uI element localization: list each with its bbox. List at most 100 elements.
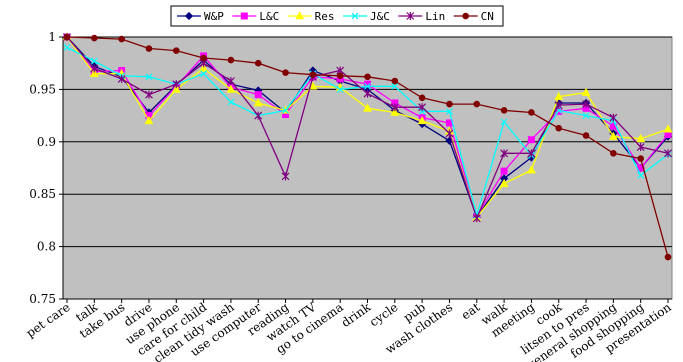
data-point [555,124,563,132]
data-point [391,77,399,85]
data-point [473,100,481,108]
data-point [462,12,469,20]
data-point [500,167,508,175]
data-point [281,172,290,181]
data-point [295,11,305,20]
data-point [664,149,672,158]
data-point [90,64,99,73]
data-point [391,82,399,90]
data-point [554,101,563,110]
data-point [89,68,99,77]
legend-label: Res [315,10,335,23]
data-point [500,149,509,158]
data-point [309,71,317,79]
data-point [254,111,263,120]
legend-label: J&C [370,10,390,23]
data-point [500,107,508,114]
data-point [184,11,194,21]
y-tick-label: 0.8 [37,240,56,254]
series-cn [63,33,672,261]
data-point [117,74,126,83]
data-point [526,165,536,174]
data-point [254,59,262,67]
data-point [445,129,454,138]
data-point [664,253,672,261]
data-point [91,34,98,42]
data-point [499,178,509,188]
data-point [336,85,344,93]
y-tick-label: 0.75 [29,292,56,306]
data-point [363,103,372,112]
data-point [418,103,427,112]
data-point [582,112,590,120]
data-point [145,90,153,99]
y-tick-label: 0.95 [29,82,56,96]
data-point [145,73,153,81]
series-lines [62,32,673,261]
legend-item: Res [287,10,335,23]
data-point [446,107,453,115]
data-point [227,98,235,106]
data-point [199,63,209,72]
data-point [171,84,181,93]
data-point [390,103,399,112]
legend-item: J&C [343,10,390,23]
data-point [610,150,617,157]
data-point [144,115,154,125]
data-point [364,73,371,81]
data-point [527,136,535,144]
data-point [336,72,344,80]
y-tick-label: 1 [48,30,56,44]
data-point [282,106,289,114]
data-point [145,45,153,52]
data-point [527,149,536,158]
data-point [200,70,208,78]
legend-label: W&P [204,10,224,23]
data-point [582,132,590,139]
legend-box [170,5,504,27]
data-point [554,91,564,101]
data-point [609,113,618,122]
legend-item: L&C [232,10,279,23]
data-point [364,80,371,88]
legend-label: L&C [259,10,279,23]
data-point [254,91,262,99]
data-point [364,82,371,90]
y-axis-tick-labels: 0.75 0.8 0.85 0.9 0.95 1 [29,30,63,306]
data-point [472,214,481,223]
data-point [582,100,590,109]
data-point [227,56,235,64]
data-point [63,33,71,41]
y-tick-label: 0.9 [37,135,56,149]
data-point [172,47,180,54]
data-point [581,87,591,96]
data-point [608,131,618,140]
legend-item: CN [453,10,494,23]
data-point [253,98,263,107]
data-point [226,84,236,93]
data-point [200,54,207,62]
series-res [62,32,673,221]
data-point [636,133,646,142]
data-point [90,57,98,65]
legend-item: W&P [177,10,224,23]
legend-label: CN [481,10,494,23]
legend-label: Lin [425,10,445,23]
data-point [636,143,645,152]
data-point [418,94,426,102]
data-point [390,107,400,116]
data-point [282,69,289,76]
data-point [363,89,372,98]
data-point [406,12,415,20]
data-point [637,155,644,162]
data-point [172,80,181,89]
data-point [637,171,645,179]
data-point [446,100,453,108]
data-point [240,12,248,20]
data-point [528,109,535,116]
data-point [500,118,508,126]
y-tick-label: 0.85 [29,187,56,201]
data-point [226,77,235,86]
data-point [118,35,125,43]
